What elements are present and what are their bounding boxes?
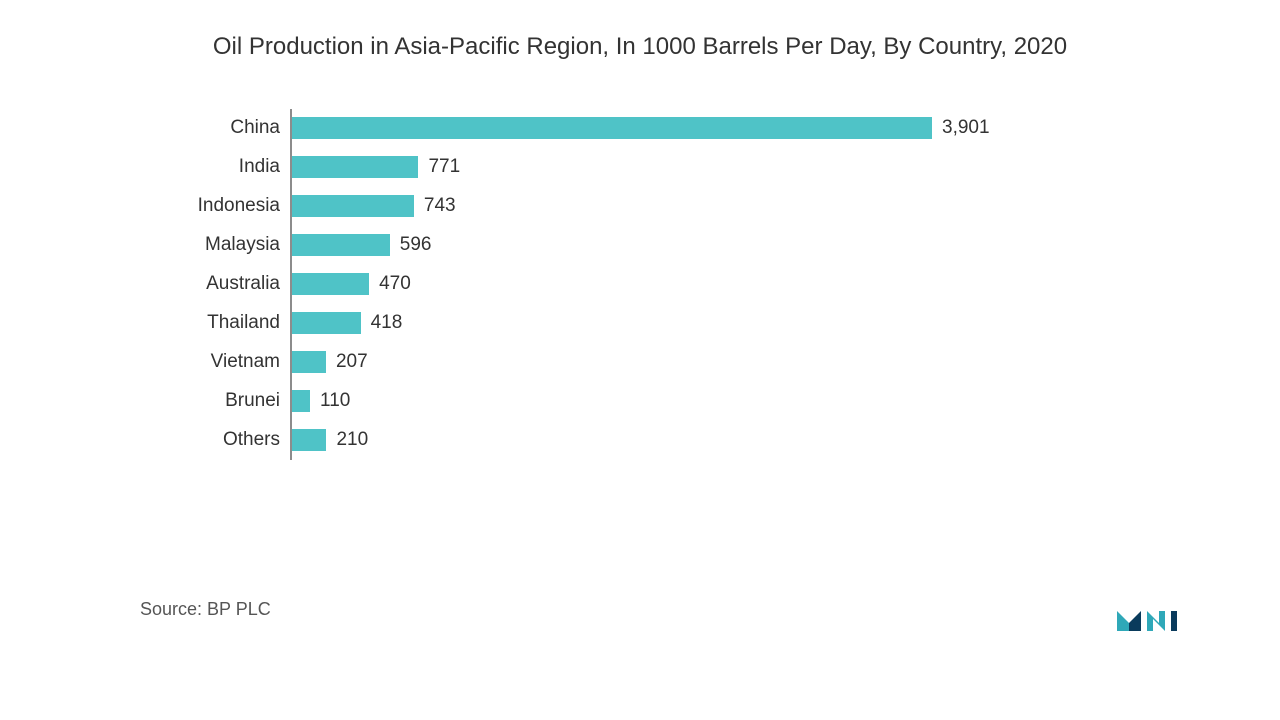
value-label: 418 (371, 312, 403, 334)
table-row: Australia 470 (290, 265, 1130, 304)
category-label: Brunei (225, 390, 280, 412)
category-label: India (239, 156, 280, 178)
category-label: Australia (206, 273, 280, 295)
chart-title: Oil Production in Asia-Pacific Region, I… (30, 30, 1250, 64)
value-label: 207 (336, 351, 368, 373)
bar (292, 117, 932, 139)
value-label: 470 (379, 273, 411, 295)
value-label: 110 (320, 390, 350, 412)
bar-container: 3,901 (290, 109, 1130, 148)
bar (292, 273, 369, 295)
bar (292, 429, 326, 451)
bar-container: 596 (290, 226, 1130, 265)
source-text: Source: BP PLC (140, 599, 271, 620)
category-label: Others (223, 429, 280, 451)
bar-container: 418 (290, 304, 1130, 343)
category-label: Vietnam (211, 351, 280, 373)
value-label: 210 (336, 429, 368, 451)
category-label: China (230, 117, 280, 139)
category-label: Thailand (207, 312, 280, 334)
bar-container: 210 (290, 421, 1130, 460)
table-row: Brunei 110 (290, 382, 1130, 421)
value-label: 743 (424, 195, 456, 217)
table-row: Malaysia 596 (290, 226, 1130, 265)
value-label: 596 (400, 234, 432, 256)
chart-area: China 3,901 India 771 Indonesia 743 Mala… (290, 109, 1130, 460)
mn-logo-icon (1115, 605, 1180, 635)
bar-container: 207 (290, 343, 1130, 382)
table-row: Vietnam 207 (290, 343, 1130, 382)
table-row: Others 210 (290, 421, 1130, 460)
category-label: Indonesia (198, 195, 280, 217)
bar (292, 195, 414, 217)
bar-container: 771 (290, 148, 1130, 187)
bar (292, 234, 390, 256)
bar-container: 110 (290, 382, 1130, 421)
category-label: Malaysia (205, 234, 280, 256)
bar-container: 470 (290, 265, 1130, 304)
value-label: 3,901 (942, 117, 990, 139)
bar (292, 351, 326, 373)
table-row: Indonesia 743 (290, 187, 1130, 226)
table-row: Thailand 418 (290, 304, 1130, 343)
bar-container: 743 (290, 187, 1130, 226)
table-row: India 771 (290, 148, 1130, 187)
value-label: 771 (428, 156, 460, 178)
table-row: China 3,901 (290, 109, 1130, 148)
bar (292, 312, 361, 334)
bar (292, 156, 418, 178)
bar (292, 390, 310, 412)
